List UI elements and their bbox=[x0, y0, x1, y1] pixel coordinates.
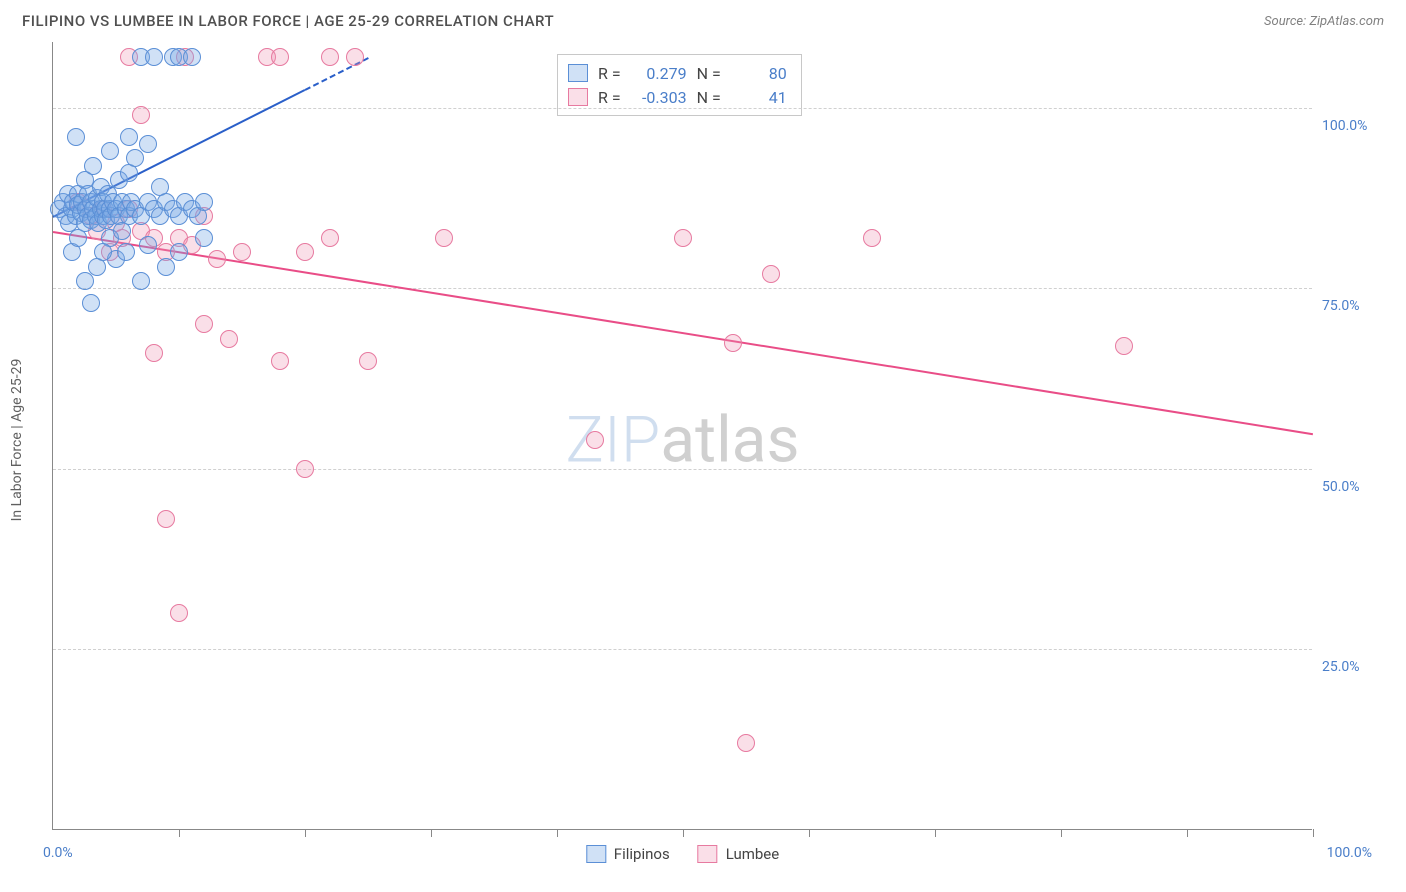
correlation-row-filipinos: R = 0.279 N = 80 bbox=[568, 61, 787, 85]
corr-value-n-filipinos: 80 bbox=[731, 64, 787, 83]
data-point-lumbee bbox=[170, 604, 188, 622]
data-point-filipinos bbox=[132, 272, 150, 290]
corr-label-n: N = bbox=[697, 88, 721, 107]
data-point-filipinos bbox=[195, 193, 213, 211]
data-point-filipinos bbox=[120, 128, 138, 146]
correlation-row-lumbee: R = -0.303 N = 41 bbox=[568, 85, 787, 109]
data-point-lumbee bbox=[346, 48, 364, 66]
data-point-lumbee bbox=[863, 229, 881, 247]
x-tick bbox=[683, 829, 684, 837]
data-point-lumbee bbox=[586, 431, 604, 449]
corr-value-r-lumbee: -0.303 bbox=[631, 88, 687, 107]
scatter-plot-area: In Labor Force | Age 25-29 ZIPatlas R = … bbox=[52, 50, 1312, 830]
corr-value-n-lumbee: 41 bbox=[731, 88, 787, 107]
gridline-horizontal bbox=[53, 108, 1312, 109]
data-point-lumbee bbox=[296, 460, 314, 478]
x-tick bbox=[305, 829, 306, 837]
swatch-lumbee bbox=[568, 88, 588, 106]
legend-item-filipinos: Filipinos bbox=[586, 845, 670, 863]
data-point-lumbee bbox=[208, 250, 226, 268]
swatch-lumbee bbox=[698, 845, 718, 863]
data-point-lumbee bbox=[737, 734, 755, 752]
data-point-lumbee bbox=[435, 229, 453, 247]
data-point-lumbee bbox=[157, 510, 175, 528]
data-point-filipinos bbox=[157, 258, 175, 276]
data-point-lumbee bbox=[233, 243, 251, 261]
gridline-horizontal bbox=[53, 649, 1312, 650]
swatch-filipinos bbox=[568, 64, 588, 82]
data-point-lumbee bbox=[1115, 337, 1133, 355]
data-point-filipinos bbox=[195, 229, 213, 247]
data-point-filipinos bbox=[101, 142, 119, 160]
correlation-legend: R = 0.279 N = 80 R = -0.303 N = 41 bbox=[557, 54, 802, 116]
data-point-lumbee bbox=[321, 48, 339, 66]
y-tick-label: 50.0% bbox=[1322, 479, 1392, 495]
x-tick bbox=[1061, 829, 1062, 837]
corr-value-r-filipinos: 0.279 bbox=[631, 64, 687, 83]
data-point-filipinos bbox=[139, 236, 157, 254]
data-point-filipinos bbox=[67, 128, 85, 146]
data-point-lumbee bbox=[296, 243, 314, 261]
data-point-filipinos bbox=[126, 149, 144, 167]
data-point-lumbee bbox=[145, 344, 163, 362]
x-tick bbox=[431, 829, 432, 837]
data-point-filipinos bbox=[94, 243, 112, 261]
data-point-lumbee bbox=[321, 229, 339, 247]
data-point-filipinos bbox=[117, 243, 135, 261]
source-attribution: Source: ZipAtlas.com bbox=[1264, 14, 1384, 29]
swatch-filipinos bbox=[586, 845, 606, 863]
watermark-part-a: ZIP bbox=[566, 402, 661, 477]
x-tick bbox=[1187, 829, 1188, 837]
data-point-lumbee bbox=[359, 352, 377, 370]
data-point-filipinos bbox=[183, 48, 201, 66]
x-axis-label-min: 0.0% bbox=[43, 845, 73, 861]
corr-label-n: N = bbox=[697, 64, 721, 83]
gridline-horizontal bbox=[53, 469, 1312, 470]
x-tick bbox=[557, 829, 558, 837]
corr-label-r: R = bbox=[598, 64, 621, 83]
gridline-horizontal bbox=[53, 288, 1312, 289]
legend-label-lumbee: Lumbee bbox=[726, 845, 780, 863]
corr-label-r: R = bbox=[598, 88, 621, 107]
data-point-filipinos bbox=[113, 222, 131, 240]
y-tick-label: 25.0% bbox=[1322, 659, 1392, 675]
data-point-lumbee bbox=[724, 334, 742, 352]
data-point-filipinos bbox=[76, 272, 94, 290]
series-legend: Filipinos Lumbee bbox=[586, 845, 779, 863]
data-point-filipinos bbox=[139, 135, 157, 153]
legend-item-lumbee: Lumbee bbox=[698, 845, 780, 863]
x-tick bbox=[935, 829, 936, 837]
y-axis-title: In Labor Force | Age 25-29 bbox=[9, 358, 25, 521]
data-point-filipinos bbox=[145, 48, 163, 66]
y-tick-label: 100.0% bbox=[1322, 118, 1392, 134]
data-point-filipinos bbox=[82, 294, 100, 312]
data-point-lumbee bbox=[271, 352, 289, 370]
watermark-part-b: atlas bbox=[660, 402, 799, 477]
x-tick bbox=[179, 829, 180, 837]
data-point-filipinos bbox=[84, 157, 102, 175]
x-axis-label-max: 100.0% bbox=[1327, 845, 1372, 861]
legend-label-filipinos: Filipinos bbox=[614, 845, 670, 863]
data-point-lumbee bbox=[271, 48, 289, 66]
x-tick bbox=[1313, 829, 1314, 837]
data-point-lumbee bbox=[195, 315, 213, 333]
data-point-lumbee bbox=[220, 330, 238, 348]
source-name: ZipAtlas.com bbox=[1309, 14, 1384, 29]
chart-title: FILIPINO VS LUMBEE IN LABOR FORCE | AGE … bbox=[22, 12, 554, 30]
y-tick-label: 75.0% bbox=[1322, 298, 1392, 314]
source-prefix: Source: bbox=[1264, 14, 1309, 29]
data-point-lumbee bbox=[674, 229, 692, 247]
data-point-filipinos bbox=[69, 229, 87, 247]
data-point-filipinos bbox=[170, 243, 188, 261]
chart-header: FILIPINO VS LUMBEE IN LABOR FORCE | AGE … bbox=[0, 0, 1406, 38]
x-tick bbox=[809, 829, 810, 837]
data-point-lumbee bbox=[762, 265, 780, 283]
data-point-lumbee bbox=[132, 106, 150, 124]
